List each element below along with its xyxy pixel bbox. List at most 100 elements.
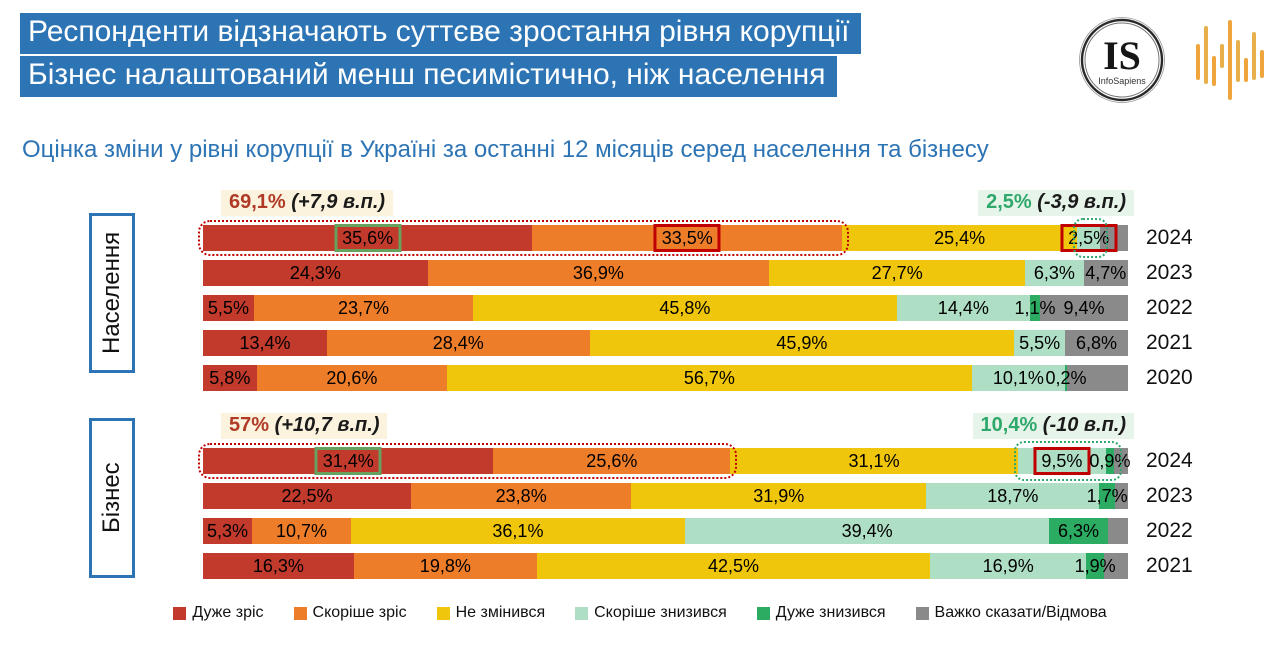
bar-segment-rise_strong: 5,8% (203, 364, 257, 391)
legend-swatch (756, 606, 770, 620)
bar-segment-fall: 5,5% (1014, 329, 1066, 356)
segment-label: 23,7% (337, 297, 390, 318)
bar-segment-rise: 20,6% (256, 364, 448, 391)
bar-segment-fall_strong: 6,3% (1049, 517, 1108, 544)
bar-segment-rise: 25,6% (493, 447, 731, 474)
legend-swatch (173, 606, 187, 620)
bar-segment-fall_strong: 1,7% (1087, 482, 1128, 509)
bar-segment-rise: 10,7% (252, 517, 351, 544)
bar-segment-fall_strong: 1,9% (1075, 552, 1116, 579)
logo-area: IS InfoSapiens (1072, 12, 1266, 116)
bar-track: 16,3% 19,8% 42,5% 16,9% 1,9% (203, 552, 1128, 579)
segment-label: 9,5% (1033, 446, 1091, 475)
bar-segment-unknown (1066, 364, 1128, 391)
year-label: 2021 (1146, 330, 1193, 354)
legend-label: Дуже знизився (775, 604, 886, 621)
bar-segment-rise: 23,8% (411, 482, 632, 509)
legend-item-unknown: Важко сказати/Відмова (915, 604, 1107, 622)
bar-segment-rise_strong: 24,3% (203, 259, 428, 286)
rise-annotation: 57% (+10,7 в.п.) (221, 413, 388, 439)
chart-row-biznes-2023: 22,5% 23,8% 31,9% 18,7% 1,7% 2023 (203, 478, 1193, 513)
segment-label: 45,8% (659, 297, 711, 318)
chart-legend: Дуже зріс Скоріше зріс Не змінився Скоріше … (0, 604, 1280, 622)
chart-area: Населення 69,1% (+7,9 в.п.) 2,5% (-3,9 в.п… (20, 190, 1193, 601)
bar-segment-fall: 10,1% (971, 364, 1066, 391)
year-label: 2024 (1146, 448, 1193, 472)
legend-swatch (436, 606, 450, 620)
bar-segment-same: 31,1% (730, 447, 1018, 474)
bar-segment-fall: 2,5% (1060, 223, 1118, 252)
group-rows: 57% (+10,7 в.п.) 10,4% (-10 в.п.) 31,4% 25,… (198, 413, 1193, 583)
bar-track: 5,8% 20,6% 56,7% 10,1% 0,2% (203, 364, 1128, 391)
legend-item-fall_strong: Дуже знизився (756, 604, 886, 622)
logo-monogram: IS (1103, 33, 1141, 78)
audio-bars-icon (1196, 20, 1264, 100)
legend-label: Скоріше зріс (312, 604, 407, 621)
segment-label: 10,1% (992, 367, 1044, 388)
legend-label: Дуже зріс (192, 604, 264, 621)
annotations-layer: 69,1% (+7,9 в.п.) 2,5% (-3,9 в.п.) (203, 190, 1134, 218)
bar-segment-same: 31,9% (631, 482, 927, 509)
fall-annotation: 10,4% (-10 в.п.) (972, 413, 1134, 439)
group-rows: 69,1% (+7,9 в.п.) 2,5% (-3,9 в.п.) 35,6% 33… (198, 190, 1193, 395)
legend-label: Важко сказати/Відмова (934, 604, 1107, 621)
bar-track: 31,4% 25,6% 31,1% 9,5% 0,9% (198, 440, 1130, 481)
bar-segment-unknown (1107, 517, 1128, 544)
title-line-1-wrap: Респонденти відзначають суттєве зростанн… (20, 13, 862, 54)
bar-segment-same: 42,5% (536, 552, 931, 579)
year-label: 2020 (1146, 365, 1193, 389)
bar-segment-rise_strong: 22,5% (203, 482, 412, 509)
bar-track: 22,5% 23,8% 31,9% 18,7% 1,7% (203, 482, 1128, 509)
chart-row-naselennia-2020: 5,8% 20,6% 56,7% 10,1% 0,2% 2020 (203, 360, 1193, 395)
bar-segment-same: 36,1% (350, 517, 685, 544)
segment-label: 6,8% (1076, 332, 1118, 353)
segment-label: 9,4% (1063, 297, 1105, 318)
chart-row-naselennia-2024: 35,6% 33,5% 25,4% 2,5% 2024 (198, 217, 1193, 258)
segment-label: 31,4% (314, 446, 382, 475)
segment-label: 36,9% (572, 262, 624, 283)
segment-label: 22,5% (281, 485, 333, 506)
bar-segment-rise_strong: 5,5% (203, 294, 254, 321)
segment-label: 1,9% (1074, 555, 1116, 576)
bar-segment-rise_strong: 31,4% (203, 446, 494, 475)
bar-segment-rise: 28,4% (326, 329, 590, 356)
annotation-delta: (+10,7 в.п.) (269, 414, 380, 436)
segment-label: 1,7% (1086, 485, 1128, 506)
infosapiens-logo: IS InfoSapiens (1079, 17, 1165, 103)
segment-label: 10,7% (275, 520, 328, 541)
segment-label: 5,5% (207, 297, 249, 318)
bar-segment-same: 45,8% (473, 294, 897, 321)
segment-label: 23,8% (495, 485, 547, 506)
bar-segment-rise_strong: 5,3% (203, 517, 253, 544)
annotation-value: 10,4% (980, 414, 1038, 436)
title-line-2: Бізнес налаштований менш песимістично, н… (20, 56, 838, 97)
segment-label: 36,1% (492, 520, 544, 541)
segment-label: 39,4% (841, 520, 893, 541)
bar-segment-fall: 6,3% (1025, 259, 1084, 286)
year-label: 2024 (1146, 225, 1193, 249)
legend-item-same: Не змінився (436, 604, 545, 622)
chart-row-naselennia-2022: 5,5% 23,7% 45,8% 14,4% 1,1% 9,4% 2022 (203, 290, 1193, 325)
segment-label: 31,9% (753, 485, 805, 506)
segment-label: 20,6% (326, 367, 378, 388)
annotations-layer: 57% (+10,7 в.п.) 10,4% (-10 в.п.) (203, 413, 1134, 441)
chart-row-biznes-2021: 16,3% 19,8% 42,5% 16,9% 1,9% 2021 (203, 548, 1193, 583)
year-label: 2021 (1146, 553, 1193, 577)
bar-segment-fall: 16,9% (930, 552, 1087, 579)
segment-label: 0,9% (1089, 450, 1131, 471)
segment-label: 31,1% (848, 450, 900, 471)
legend-swatch (293, 606, 307, 620)
bar-segment-fall: 14,4% (896, 294, 1030, 321)
year-label: 2022 (1146, 295, 1193, 319)
segment-label: 28,4% (432, 332, 484, 353)
bar-segment-fall_strong: 1,1% (1014, 294, 1056, 321)
year-label: 2022 (1146, 518, 1193, 542)
legend-item-rise: Скоріше зріс (293, 604, 407, 622)
bar-segment-unknown: 9,4% (1040, 294, 1128, 321)
bar-segment-fall: 18,7% (926, 482, 1100, 509)
bar-segment-fall_strong: 0,9% (1089, 447, 1130, 474)
bar-segment-rise_strong: 13,4% (203, 329, 327, 356)
bar-segment-rise: 33,5% (532, 223, 843, 252)
segment-label: 35,6% (334, 223, 402, 252)
